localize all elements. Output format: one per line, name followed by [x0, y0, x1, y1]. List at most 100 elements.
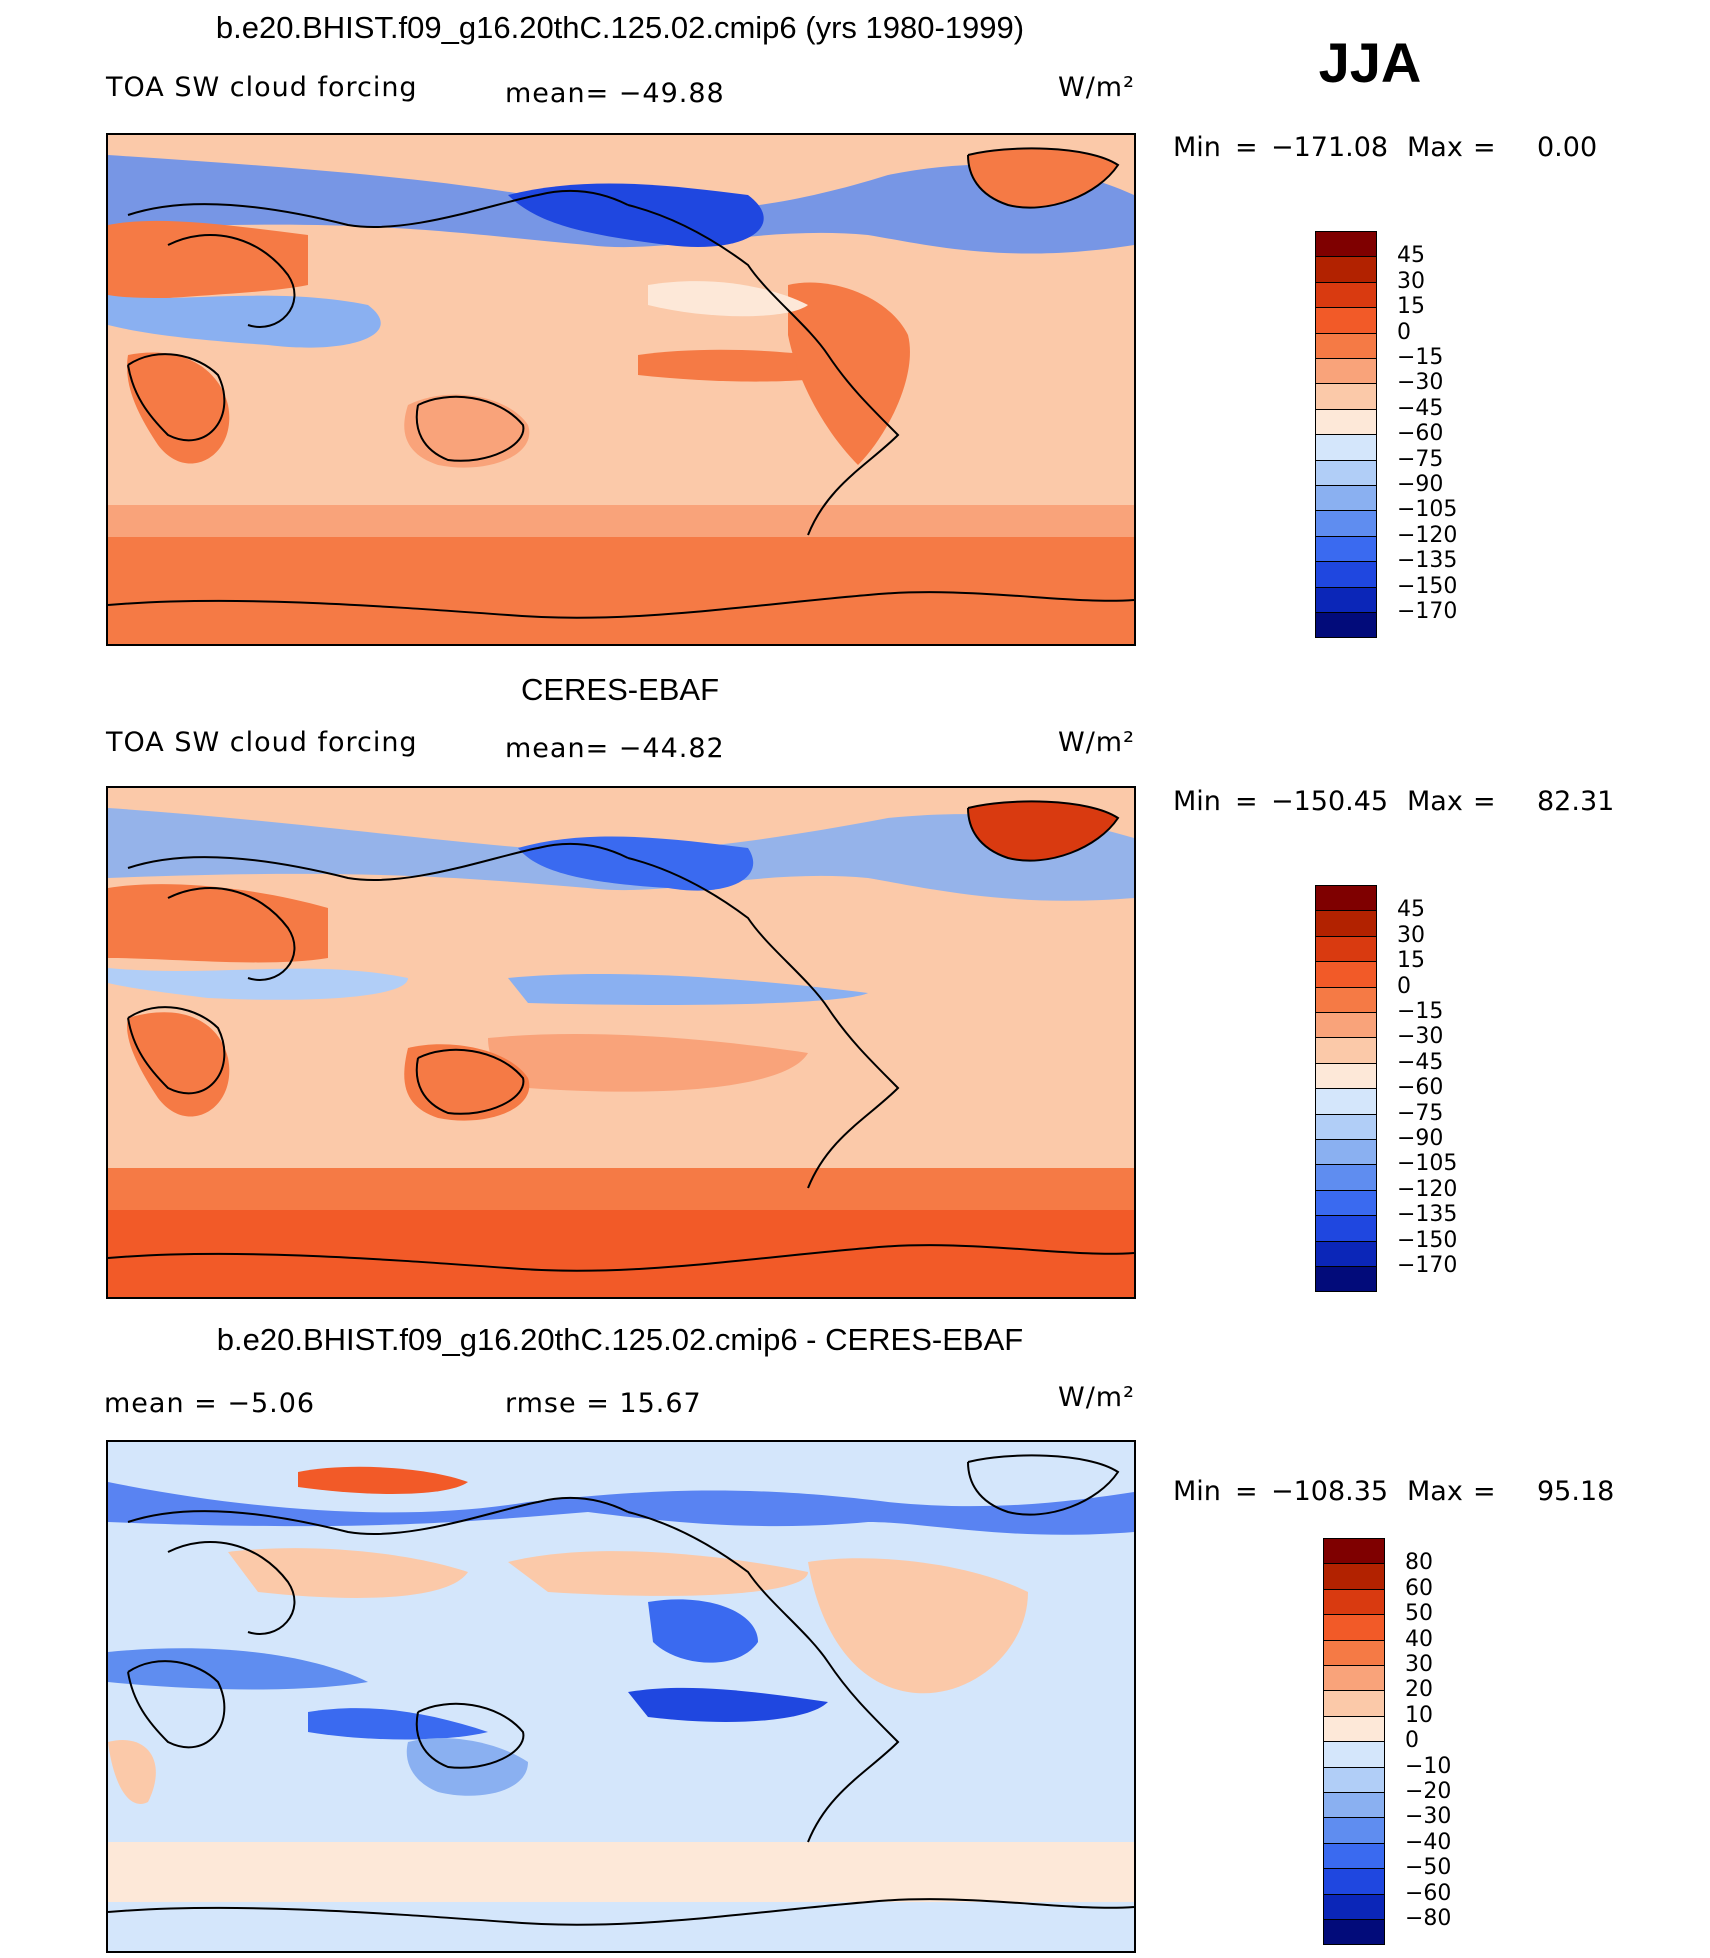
panel1-colorbar-box — [1315, 561, 1377, 588]
panel3-mean-label: mean = −5.06 — [104, 1388, 316, 1419]
panel2-colorbar-box — [1315, 1088, 1377, 1115]
panel3-colorbar-box — [1323, 1665, 1385, 1692]
panel3-colorbar-box — [1323, 1792, 1385, 1819]
panel2-colorbar-box — [1315, 1037, 1377, 1064]
panel2-colorbar-tick: −90 — [1397, 1126, 1444, 1151]
panel2-colorbar-tick: −170 — [1397, 1253, 1458, 1278]
panel3-colorbar-tick: 10 — [1405, 1702, 1433, 1728]
panel2-min-label: Min — [1173, 786, 1221, 817]
panel1-colorbar-box — [1315, 535, 1377, 563]
panel3-colorbar-box — [1323, 1817, 1385, 1844]
panel2-colorbar-box — [1315, 1240, 1377, 1267]
panel1-colorbar-tick: −120 — [1397, 522, 1458, 548]
panel3-colorbar-box — [1323, 1766, 1385, 1793]
panel3-min-value: −108.35 — [1271, 1476, 1389, 1507]
panel2-map — [106, 786, 1136, 1299]
panel1-variable-label: TOA SW cloud forcing — [106, 72, 418, 103]
panel2-colorbar-box — [1315, 910, 1377, 937]
panel1-colorbar-tick: −135 — [1397, 548, 1458, 574]
panel3-max-value: 95.18 — [1537, 1476, 1615, 1507]
panel2-colorbar-box — [1315, 885, 1377, 912]
panel2-units-label: W/m² — [1058, 727, 1135, 758]
panel1-colorbar-box — [1315, 586, 1377, 613]
panel2-colorbar-tick: −150 — [1397, 1227, 1458, 1253]
panel1-max-label: Max — [1407, 132, 1463, 163]
panel3-colorbar-tick: 0 — [1405, 1728, 1419, 1754]
panel1-colorbar-box — [1315, 434, 1377, 461]
panel3-colorbar-box — [1323, 1893, 1385, 1920]
panel2-colorbar-tick: −45 — [1397, 1049, 1444, 1075]
panel3-colorbar-tick: 40 — [1405, 1626, 1433, 1652]
panel3-colorbar-tick: 60 — [1405, 1575, 1433, 1601]
panel1-colorbar-tick: −30 — [1397, 370, 1444, 396]
panel1-colorbar-tick: 0 — [1397, 319, 1411, 345]
panel3-colorbar-box — [1323, 1690, 1385, 1717]
panel2-max-label: Max — [1407, 786, 1463, 817]
panel1-colorbar-tick: −90 — [1397, 472, 1444, 497]
panel2-colorbar-tick: −75 — [1397, 1100, 1444, 1126]
panel2-colorbar-box — [1315, 986, 1377, 1013]
panel1-map — [106, 133, 1136, 646]
panel2-colorbar-box — [1315, 1215, 1377, 1242]
panel1-colorbar-tick: −45 — [1397, 395, 1444, 421]
panel3-colorbar-tick: 20 — [1405, 1677, 1433, 1703]
panel1-colorbar-tick: 45 — [1397, 243, 1425, 269]
panel1-colorbar-box — [1315, 231, 1377, 258]
panel3-colorbar-tick: 30 — [1405, 1652, 1433, 1677]
panel2-min-value: −150.45 — [1271, 786, 1389, 817]
panel3-colorbar-tick: −60 — [1405, 1880, 1452, 1906]
panel2-colorbar-tick: 30 — [1397, 922, 1425, 948]
panel1-colorbar-box — [1315, 358, 1377, 385]
panel2-colorbar-box — [1315, 961, 1377, 988]
panel1-colorbar-tick: −105 — [1397, 497, 1458, 523]
panel1-title: b.e20.BHIST.f09_g16.20thC.125.02.cmip6 (… — [215, 10, 1025, 45]
panel3-colorbar-box — [1323, 1639, 1385, 1666]
panel1-colorbar-box — [1315, 612, 1377, 639]
panel1-colorbar-tick: −170 — [1397, 599, 1458, 624]
panel2-mean-label: mean= −44.82 — [505, 733, 725, 764]
panel3-map — [106, 1440, 1136, 1953]
panel2-colorbar-tick: 15 — [1397, 948, 1425, 974]
panel1-min-label: Min — [1173, 132, 1221, 163]
panel1-colorbar-box — [1315, 485, 1377, 512]
panel3-colorbar-box — [1323, 1563, 1385, 1590]
panel3-colorbar-box — [1323, 1919, 1385, 1946]
panel1-colorbar-box — [1315, 510, 1377, 537]
season-label: JJA — [1318, 31, 1422, 94]
panel1-colorbar-tick: −60 — [1397, 421, 1444, 447]
panel1-max-value: 0.00 — [1537, 132, 1598, 163]
panel3-colorbar-box — [1323, 1715, 1385, 1743]
panel1-colorbar-tick: 30 — [1397, 268, 1425, 294]
panel3-units-label: W/m² — [1058, 1382, 1135, 1413]
panel3-colorbar-box — [1323, 1588, 1385, 1616]
panel1-colorbar-tick: −15 — [1397, 345, 1444, 370]
panel1-colorbar-box — [1315, 459, 1377, 486]
panel3-colorbar-box — [1323, 1614, 1385, 1641]
panel1-min-value: −171.08 — [1271, 132, 1389, 163]
panel1-colorbar-box — [1315, 408, 1377, 436]
panel3-colorbar-tick: −10 — [1405, 1753, 1452, 1779]
panel3-colorbar-tick: −40 — [1405, 1829, 1452, 1855]
panel2-colorbar-tick: −105 — [1397, 1151, 1458, 1177]
panel1-colorbar-box — [1315, 281, 1377, 309]
panel1-units-label: W/m² — [1058, 72, 1135, 103]
panel3-map-field — [108, 1442, 1134, 1951]
panel2-colorbar-tick: 45 — [1397, 897, 1425, 923]
panel2-colorbar-tick: −30 — [1397, 1024, 1444, 1050]
panel2-map-field — [108, 788, 1134, 1297]
panel3-rmse-label: rmse = 15.67 — [505, 1388, 702, 1419]
panel3-colorbar-tick: −50 — [1405, 1855, 1452, 1881]
panel2-colorbar-box — [1315, 1113, 1377, 1140]
panel1-colorbar-tick: 15 — [1397, 294, 1425, 320]
panel2-colorbar-tick: −15 — [1397, 999, 1444, 1024]
panel2-title: CERES-EBAF — [520, 672, 720, 707]
panel2-colorbar-tick: −120 — [1397, 1176, 1458, 1202]
panel3-colorbar-tick: −30 — [1405, 1804, 1452, 1830]
panel2-colorbar-box — [1315, 1139, 1377, 1166]
panel1-colorbar-box — [1315, 383, 1377, 410]
panel1-colorbar-tick: −150 — [1397, 573, 1458, 599]
panel1-mean-label: mean= −49.88 — [505, 78, 725, 109]
panel2-colorbar-box — [1315, 1266, 1377, 1293]
panel3-colorbar-tick: −20 — [1405, 1779, 1452, 1804]
panel1-colorbar-box — [1315, 307, 1377, 334]
